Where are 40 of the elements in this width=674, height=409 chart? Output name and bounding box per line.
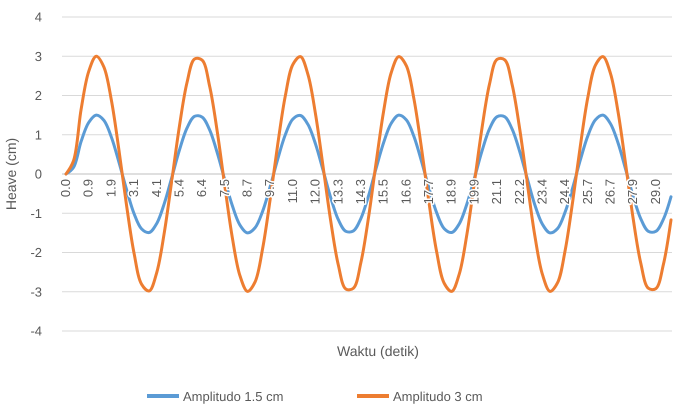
y-tick-label: 2 bbox=[34, 88, 42, 104]
x-tick-label: 5.4 bbox=[171, 179, 186, 198]
y-tick-label: 0 bbox=[34, 166, 42, 182]
y-tick-label: -3 bbox=[30, 284, 42, 300]
x-tick-label: 17.7 bbox=[421, 179, 436, 204]
x-tick-label: 24.4 bbox=[557, 179, 572, 204]
x-tick-label: 14.3 bbox=[352, 179, 368, 204]
x-tick-label: 7.5 bbox=[216, 179, 232, 198]
x-tick-label: 15.5 bbox=[376, 179, 391, 204]
x-tick-label: 0.9 bbox=[80, 179, 96, 198]
x-tick-label: 23.4 bbox=[534, 179, 550, 204]
x-tick-label: 16.6 bbox=[398, 179, 414, 204]
x-tick-label: 3.1 bbox=[126, 179, 142, 198]
x-tick-label: 4.1 bbox=[148, 179, 164, 198]
x-tick-label: 27.9 bbox=[625, 179, 640, 204]
y-tick-label: -1 bbox=[30, 206, 42, 221]
x-tick-label: 6.4 bbox=[194, 179, 210, 198]
x-tick-label: 22.2 bbox=[512, 179, 527, 204]
legend-label: Amplitudo 3 cm bbox=[393, 389, 483, 404]
x-tick-label: 12.0 bbox=[308, 179, 323, 204]
x-tick-label: 29.0 bbox=[648, 179, 663, 204]
y-tick-label: 4 bbox=[34, 10, 42, 25]
x-tick-label: 25.7 bbox=[580, 179, 595, 204]
x-axis-title: Waktu (detik) bbox=[337, 343, 419, 359]
x-tick-label: 9.7 bbox=[262, 179, 278, 198]
y-tick-label: -4 bbox=[30, 324, 42, 339]
x-tick-label: 18.9 bbox=[444, 179, 459, 204]
x-tick-label: 21.1 bbox=[489, 179, 504, 204]
y-tick-label: 1 bbox=[34, 127, 42, 142]
x-tick-label: 0.0 bbox=[58, 179, 73, 198]
x-tick-label: 8.7 bbox=[240, 179, 254, 198]
y-tick-label: 3 bbox=[34, 48, 42, 64]
x-tick-label: 26.7 bbox=[602, 179, 618, 204]
x-tick-label: 19.9 bbox=[466, 179, 482, 204]
y-tick-label: -2 bbox=[30, 245, 42, 260]
x-tick-label: 1.9 bbox=[103, 179, 118, 198]
legend-label: Amplitudo 1.5 cm bbox=[183, 389, 284, 404]
x-tick-label: 11.0 bbox=[284, 179, 300, 204]
x-tick-label: 13.3 bbox=[330, 179, 346, 204]
y-axis-title: Heave (cm) bbox=[3, 138, 19, 210]
